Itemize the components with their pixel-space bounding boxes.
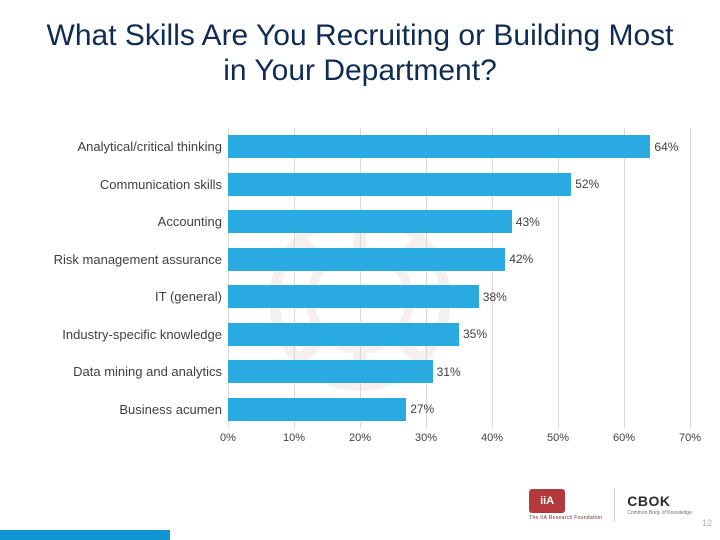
category-label: Risk management assurance	[38, 244, 228, 274]
skills-chart: Analytical/critical thinking Communicatio…	[38, 128, 690, 450]
x-tick-label: 50%	[547, 432, 569, 444]
slide-number: 12	[702, 518, 712, 528]
x-tick-label: 30%	[415, 432, 437, 444]
footer-accent-bar	[0, 530, 170, 540]
footer: iiA The IIA Research Foundation CBOK Com…	[0, 470, 720, 540]
x-tick-label: 40%	[481, 432, 503, 444]
category-label: Accounting	[38, 207, 228, 237]
plot-area: 64%52%43%42%38%35%31%27% 0%10%20%30%40%5…	[228, 128, 690, 428]
bar-value-label: 27%	[410, 402, 434, 416]
bars: 64% 52% 43% 42% 38% 35% 31% 27%	[228, 128, 690, 428]
grid-line	[690, 128, 691, 428]
iia-logo-box: iiA	[529, 489, 565, 513]
bar-row: 64%	[228, 132, 690, 162]
bar-row: 27%	[228, 394, 690, 424]
bar	[228, 173, 571, 196]
category-label: Communication skills	[38, 169, 228, 199]
bar-value-label: 43%	[516, 215, 540, 229]
bar-value-label: 64%	[654, 140, 678, 154]
bar-row: 35%	[228, 319, 690, 349]
bar-value-label: 31%	[437, 365, 461, 379]
bar	[228, 360, 433, 383]
bar	[228, 285, 479, 308]
category-label: Industry-specific knowledge	[38, 319, 228, 349]
bar	[228, 323, 459, 346]
bar-value-label: 35%	[463, 327, 487, 341]
bar-value-label: 38%	[483, 290, 507, 304]
footer-logos: iiA The IIA Research Foundation CBOK Com…	[529, 488, 692, 522]
bar-row: 38%	[228, 282, 690, 312]
iia-logo: iiA The IIA Research Foundation	[529, 489, 602, 521]
bar-row: 43%	[228, 207, 690, 237]
page-title: What Skills Are You Recruiting or Buildi…	[0, 18, 720, 89]
cbok-logo-text: CBOK	[627, 493, 670, 509]
logo-divider	[614, 488, 615, 522]
bar-row: 42%	[228, 244, 690, 274]
bar-row: 52%	[228, 169, 690, 199]
cbok-logo-sub: Common Body of Knowledge	[627, 511, 692, 517]
category-label: Data mining and analytics	[38, 357, 228, 387]
bar	[228, 248, 505, 271]
bar	[228, 398, 406, 421]
bar-row: 31%	[228, 357, 690, 387]
bar-value-label: 42%	[509, 252, 533, 266]
x-axis: 0%10%20%30%40%50%60%70%	[228, 428, 690, 450]
slide: What Skills Are You Recruiting or Buildi…	[0, 0, 720, 540]
cbok-logo: CBOK Common Body of Knowledge	[627, 493, 692, 517]
category-label: IT (general)	[38, 282, 228, 312]
x-tick-label: 20%	[349, 432, 371, 444]
iia-logo-sub: The IIA Research Foundation	[529, 515, 602, 521]
x-tick-label: 10%	[283, 432, 305, 444]
category-labels: Analytical/critical thinking Communicatio…	[38, 128, 228, 428]
x-tick-label: 70%	[679, 432, 701, 444]
bar	[228, 210, 512, 233]
bar-value-label: 52%	[575, 177, 599, 191]
category-label: Business acumen	[38, 394, 228, 424]
category-label: Analytical/critical thinking	[38, 132, 228, 162]
x-tick-label: 0%	[220, 432, 236, 444]
bar	[228, 135, 650, 158]
x-tick-label: 60%	[613, 432, 635, 444]
